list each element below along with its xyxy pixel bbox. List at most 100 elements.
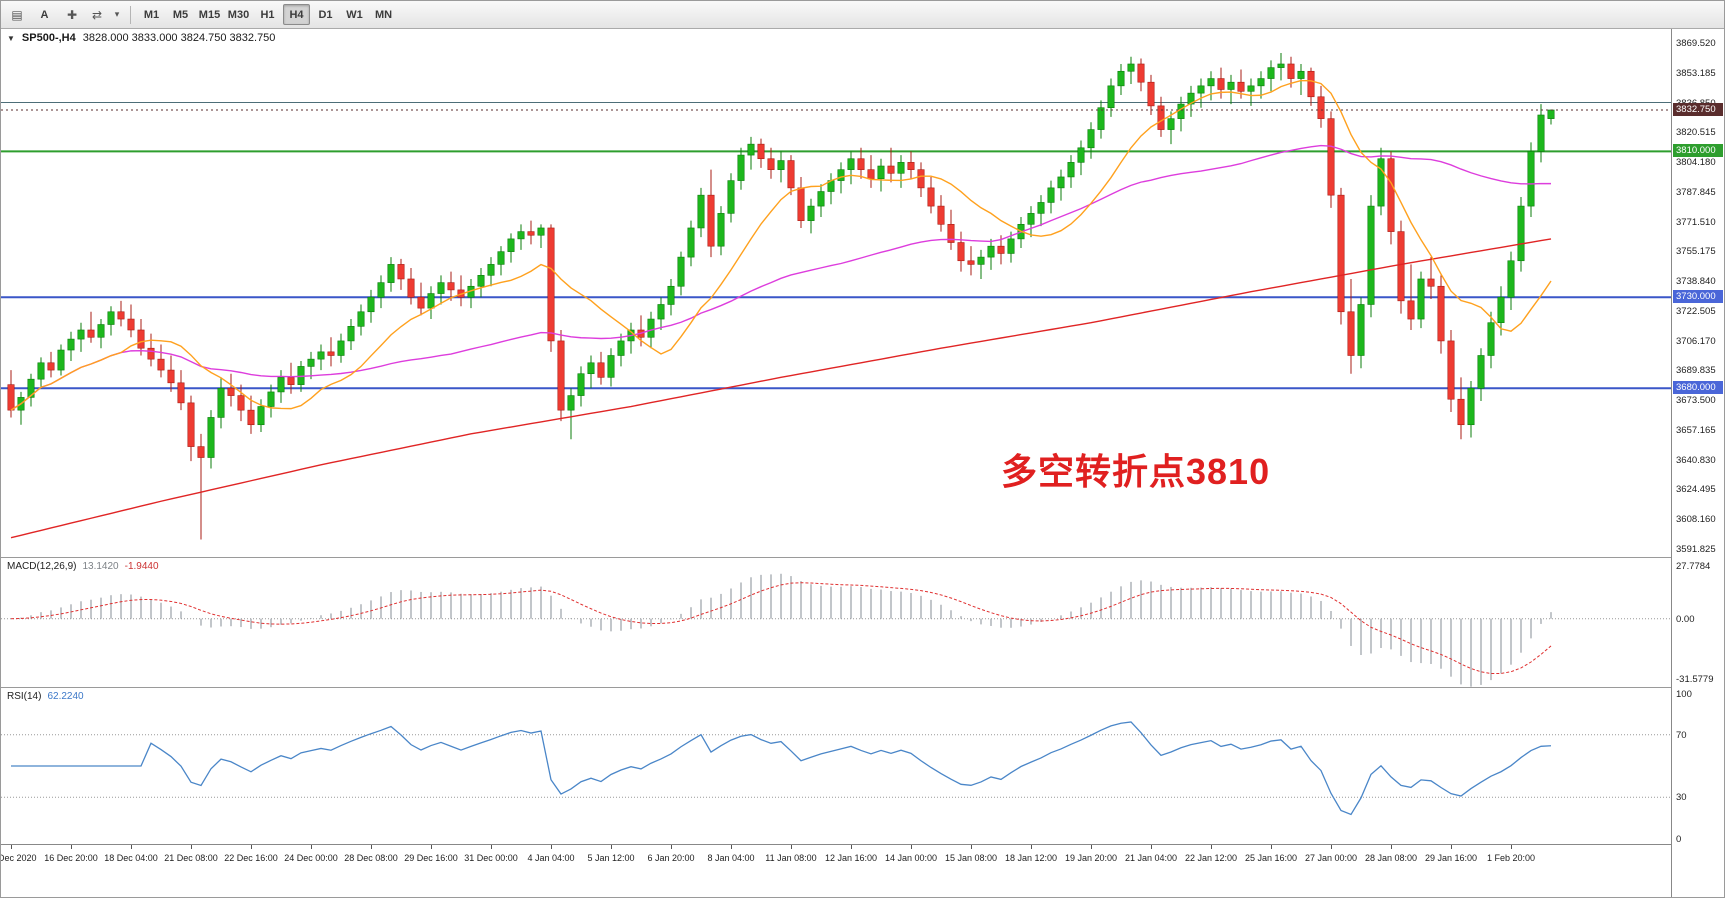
chart-title: ▼ SP500-,H4 3828.000 3833.000 3824.750 3… bbox=[7, 32, 275, 44]
time-axis-label: 19 Jan 20:00 bbox=[1064, 853, 1118, 863]
macd-axis-label: 0.00 bbox=[1676, 613, 1695, 625]
main-chart-svg[interactable] bbox=[1, 29, 1671, 557]
time-tick bbox=[71, 845, 72, 849]
time-tick bbox=[1271, 845, 1272, 849]
time-tick bbox=[671, 845, 672, 849]
main-price-panel[interactable]: ▼ SP500-,H4 3828.000 3833.000 3824.750 3… bbox=[1, 29, 1671, 557]
macd-main-value: 13.1420 bbox=[82, 561, 119, 572]
time-tick bbox=[1451, 845, 1452, 849]
macd-signal-value: -1.9440 bbox=[124, 561, 159, 572]
toolbar: ▤ A ✚ ⇄ ▾ M1 M5 M15 M30 H1 H4 D1 W1 MN bbox=[1, 1, 1724, 29]
price-axis-label: 3673.500 bbox=[1676, 395, 1716, 407]
rsi-chart-svg[interactable] bbox=[1, 688, 1671, 844]
price-axis-label: 3608.160 bbox=[1676, 514, 1716, 526]
time-axis-label: 18 Jan 12:00 bbox=[1004, 853, 1058, 863]
time-tick bbox=[1331, 845, 1332, 849]
timeframe-button-m5[interactable]: M5 bbox=[172, 8, 189, 21]
price-tag: 3680.000 bbox=[1673, 381, 1723, 395]
time-axis-label: 18 Dec 04:00 bbox=[104, 853, 158, 863]
time-axis-label: 31 Dec 00:00 bbox=[464, 853, 518, 863]
timeframe-button-mn[interactable]: MN bbox=[374, 8, 393, 21]
macd-name: MACD(12,26,9) bbox=[7, 561, 77, 572]
timeframe-button-m30[interactable]: M30 bbox=[227, 8, 250, 21]
time-axis[interactable]: 15 Dec 2020 16 Dec 20:00 18 Dec 04:00 21 De… bbox=[1, 844, 1671, 897]
chart-grid-icon[interactable]: ▤ bbox=[11, 7, 23, 22]
macd-label: MACD(12,26,9) 13.1420 -1.9440 bbox=[7, 561, 159, 572]
panel-separator[interactable] bbox=[1, 687, 1671, 688]
macd-axis-label: 27.7784 bbox=[1676, 561, 1711, 572]
time-tick bbox=[971, 845, 972, 849]
time-tick bbox=[551, 845, 552, 849]
timeframe-button-d1[interactable]: D1 bbox=[318, 8, 333, 21]
time-tick bbox=[11, 845, 12, 849]
rsi-label: RSI(14) 62.2240 bbox=[7, 691, 84, 702]
price-axis-label: 3722.505 bbox=[1676, 305, 1716, 317]
price-tag: 3832.750 bbox=[1673, 102, 1723, 116]
price-tag: 3730.000 bbox=[1673, 290, 1723, 304]
time-axis-label: 6 Jan 20:00 bbox=[647, 853, 695, 863]
crosshair-icon[interactable]: ✚ bbox=[66, 7, 78, 22]
time-axis-label: 15 Jan 08:00 bbox=[944, 853, 998, 863]
time-axis-label: 8 Jan 04:00 bbox=[707, 853, 755, 863]
toolbar-separator bbox=[130, 5, 131, 24]
ohlc-quote-label: 3828.000 3833.000 3824.750 3832.750 bbox=[82, 32, 276, 44]
annotation-text[interactable]: 多空转折点3810 bbox=[1001, 451, 1271, 492]
price-axis-label: 3787.845 bbox=[1676, 186, 1716, 198]
rsi-axis-label: 30 bbox=[1676, 792, 1687, 804]
time-tick bbox=[1511, 845, 1512, 849]
time-axis-label: 22 Jan 12:00 bbox=[1184, 853, 1238, 863]
panel-separator[interactable] bbox=[1, 557, 1671, 558]
time-tick bbox=[431, 845, 432, 849]
time-tick bbox=[611, 845, 612, 849]
macd-histogram bbox=[20, 573, 1552, 687]
horizontal-level-lines[interactable] bbox=[1, 102, 1671, 390]
timeframe-button-h4[interactable]: H4 bbox=[283, 4, 310, 25]
price-axis-label: 3804.180 bbox=[1676, 157, 1716, 169]
macd-signal-line bbox=[10, 582, 1552, 674]
rsi-panel[interactable]: RSI(14) 62.2240 bbox=[1, 688, 1671, 844]
time-axis-label: 12 Jan 16:00 bbox=[824, 853, 878, 863]
price-axis-label: 3853.185 bbox=[1676, 67, 1716, 79]
time-axis-label: 1 Feb 20:00 bbox=[1486, 853, 1536, 863]
price-tag: 3810.000 bbox=[1673, 144, 1723, 158]
time-axis-label: 14 Jan 00:00 bbox=[884, 853, 938, 863]
rsi-line bbox=[11, 721, 1552, 816]
time-axis-label: 21 Jan 04:00 bbox=[1124, 853, 1178, 863]
timeframe-button-w1[interactable]: W1 bbox=[346, 8, 363, 21]
time-axis-label: 25 Jan 16:00 bbox=[1244, 853, 1298, 863]
collapse-triangle-icon[interactable]: ▼ bbox=[7, 33, 15, 43]
moving-averages bbox=[10, 79, 1552, 539]
time-tick bbox=[1031, 845, 1032, 849]
time-axis-label: 28 Jan 08:00 bbox=[1364, 853, 1418, 863]
time-tick bbox=[311, 845, 312, 849]
time-tick bbox=[1391, 845, 1392, 849]
time-tick bbox=[1151, 845, 1152, 849]
ma-orange-line bbox=[10, 79, 1552, 411]
price-axis-label: 3869.520 bbox=[1676, 37, 1716, 49]
dropdown-arrow-icon[interactable]: ▾ bbox=[114, 9, 120, 19]
time-axis-label: 11 Jan 08:00 bbox=[765, 853, 817, 863]
rsi-axis-label: 0 bbox=[1676, 834, 1682, 845]
price-axis[interactable]: 3869.5203853.1853836.8503820.5153804.180… bbox=[1671, 29, 1724, 897]
time-axis-label: 24 Dec 00:00 bbox=[284, 853, 338, 863]
annotation-tool-button[interactable]: A bbox=[40, 8, 49, 21]
timeframe-button-m1[interactable]: M1 bbox=[143, 8, 160, 21]
time-axis-label: 28 Dec 08:00 bbox=[344, 853, 398, 863]
time-tick bbox=[791, 845, 792, 849]
timeframe-button-m15[interactable]: M15 bbox=[198, 8, 221, 21]
time-tick bbox=[1211, 845, 1212, 849]
price-axis-label: 3771.510 bbox=[1676, 216, 1716, 228]
macd-chart-svg[interactable] bbox=[1, 558, 1671, 687]
time-axis-label: 5 Jan 12:00 bbox=[587, 853, 635, 863]
macd-panel[interactable]: MACD(12,26,9) 13.1420 -1.9440 bbox=[1, 558, 1671, 687]
rsi-axis-label: 70 bbox=[1676, 729, 1687, 741]
plot-column: ▼ SP500-,H4 3828.000 3833.000 3824.750 3… bbox=[1, 29, 1671, 897]
timeframe-button-h1[interactable]: H1 bbox=[260, 8, 275, 21]
macd-axis-label: -31.5779 bbox=[1676, 673, 1714, 685]
cursor-arrows-icon[interactable]: ⇄ bbox=[91, 7, 103, 22]
time-axis-label: 29 Jan 16:00 bbox=[1424, 853, 1478, 863]
price-axis-label: 3820.515 bbox=[1676, 127, 1716, 139]
time-tick bbox=[1091, 845, 1092, 849]
time-tick bbox=[131, 845, 132, 849]
